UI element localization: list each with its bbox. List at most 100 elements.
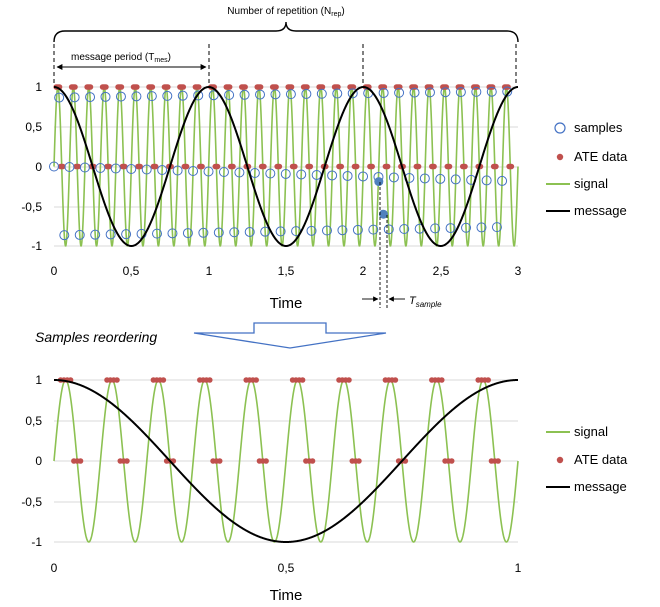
sample-point [285, 89, 296, 100]
sample-point [394, 87, 405, 98]
ate-data-point [103, 84, 109, 90]
sample-point [49, 161, 59, 172]
sample-point [301, 88, 312, 99]
sample-point [157, 164, 168, 175]
ate-data-point [485, 377, 491, 383]
ate-data-point [77, 458, 84, 464]
ate-data-point [230, 163, 236, 170]
ate-data-point [288, 84, 295, 90]
ate-data-point [226, 84, 233, 90]
highlight-sample-point [374, 177, 384, 187]
sample-point [131, 91, 142, 102]
tsample-label: Tsample [409, 295, 442, 309]
sample-point [172, 165, 183, 176]
ate-data-point [180, 84, 187, 90]
top-y-tick: -1 [31, 239, 42, 253]
sample-point [321, 225, 332, 236]
top-x-ticks: 0 0,5 1 1,5 2 2,5 3 [51, 264, 522, 278]
top-y-tick: 0,5 [25, 120, 42, 134]
ate-data-point [338, 163, 345, 170]
ate-data-point [75, 163, 82, 170]
signal-line [53, 86, 519, 247]
repetition-brace: Number of repetition (Nrep) [53, 6, 519, 43]
sample-point [167, 228, 178, 239]
bottom-y-tick: 0 [35, 454, 42, 468]
bottom-y-tick: 1 [35, 373, 42, 387]
sample-point [296, 169, 307, 180]
top-chart: 1 0,5 0 -0,5 -1 0 0,5 1 1,5 2 2,5 3 Time… [21, 6, 628, 312]
legend-ate-marker [556, 153, 564, 161]
sample-point [481, 175, 492, 186]
sample-point [280, 168, 291, 179]
ate-data-point [216, 458, 223, 464]
sample-point [100, 91, 111, 102]
ate-data-point [124, 458, 130, 464]
top-x-tick: 2,5 [433, 264, 450, 278]
legend-signal: signal [574, 424, 608, 439]
legend-message: message [574, 479, 627, 494]
ate-data-point [346, 377, 352, 383]
top-x-tick: 1 [206, 264, 213, 278]
top-x-tick: 3 [515, 264, 522, 278]
sample-point [126, 163, 137, 174]
ate-data-point [72, 84, 78, 90]
ate-data-point [114, 377, 120, 383]
legend-message: message [574, 203, 627, 218]
sample-point [152, 228, 163, 239]
top-x-tick: 0 [51, 264, 58, 278]
ate-data-point [164, 84, 171, 90]
sample-point [90, 229, 101, 240]
ate-data-point [253, 377, 259, 383]
sample-point [224, 89, 235, 100]
sample-point [146, 91, 157, 102]
bottom-y-tick: 0,5 [25, 414, 42, 428]
legend-ate: ATE data [574, 149, 628, 164]
sample-point [399, 224, 410, 235]
reordering-transition: Samples reordering [35, 322, 387, 349]
bottom-x-tick: 0 [51, 561, 58, 575]
bottom-legend: signal ATE data message [546, 424, 628, 494]
sample-point [74, 229, 85, 240]
top-x-tick: 1,5 [278, 264, 295, 278]
bottom-y-tick: -1 [31, 535, 42, 549]
ate-data-point [87, 84, 94, 90]
ate-data-point [149, 84, 156, 90]
ate-data-point [415, 163, 422, 170]
ate-data-point [356, 458, 362, 464]
ate-data-point [261, 163, 267, 170]
repetition-label: Number of repetition (Nrep) [227, 6, 344, 18]
sample-point [95, 162, 106, 173]
sample-point [193, 90, 204, 101]
bottom-chart: 1 0,5 0 -0,5 -1 0 0,5 1 Time signal ATE … [21, 373, 628, 604]
sample-point [79, 162, 90, 173]
sample-point [110, 163, 121, 174]
sample-point [306, 225, 317, 236]
top-legend: samples ATE data signal message [546, 120, 628, 218]
bottom-x-axis-title: Time [270, 587, 303, 604]
sample-point [234, 167, 245, 178]
sample-point [337, 225, 348, 236]
sample-point [121, 229, 132, 240]
ate-data-point [299, 377, 306, 383]
ate-data-point [121, 163, 128, 170]
sample-point [239, 89, 250, 100]
ate-data-point [263, 458, 269, 464]
sample-point [358, 171, 369, 182]
sample-point [141, 164, 152, 175]
ate-data-point [369, 163, 375, 170]
sample-point [450, 174, 461, 185]
ate-data-point [438, 377, 445, 383]
ate-data-point [304, 84, 310, 90]
ate-data-point [206, 377, 213, 383]
legend-ate-marker [556, 456, 564, 464]
sample-point [265, 168, 276, 179]
top-x-tick: 0,5 [123, 264, 140, 278]
sample-point [177, 90, 188, 101]
ate-data-point [106, 163, 113, 170]
ate-data-point [392, 377, 399, 383]
message-line [53, 85, 519, 248]
sample-point [255, 89, 266, 100]
ate-data-point [446, 163, 453, 170]
sample-point [383, 224, 394, 235]
